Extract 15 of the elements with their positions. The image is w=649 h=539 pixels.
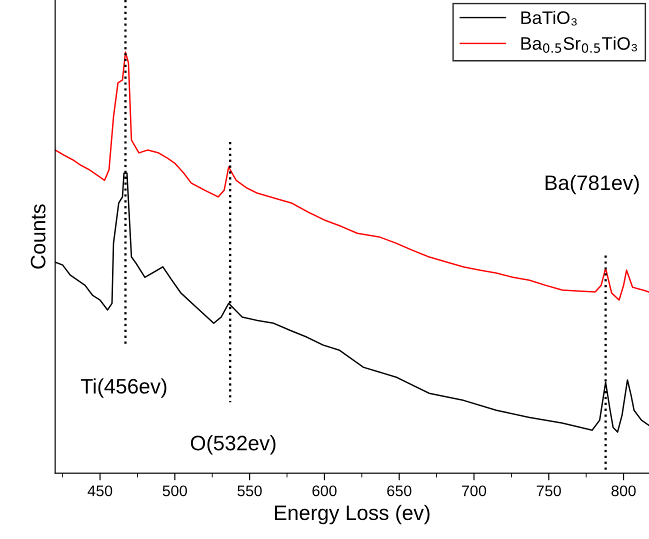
annotation: O(532ev) bbox=[190, 435, 276, 455]
x-tick-label: 750 bbox=[536, 485, 561, 496]
annotation: Ti(456ev) bbox=[80, 378, 166, 398]
x-tick-label: 550 bbox=[237, 485, 262, 496]
x-tick-label: 700 bbox=[462, 485, 486, 496]
legend-label: Ba$_{0.5}$Sr$_{0.5}$TiO₃ bbox=[521, 36, 637, 53]
x-tick-label: 450 bbox=[88, 485, 112, 496]
y-axis-title: Counts bbox=[30, 204, 46, 269]
legend-label: BaTiO₃ bbox=[521, 10, 577, 26]
x-tick-label: 650 bbox=[387, 485, 412, 496]
x-axis-title: Energy Loss (ev) bbox=[275, 504, 430, 524]
x-tick-label: 600 bbox=[312, 485, 337, 496]
annotation: Ba(781ev) bbox=[546, 174, 639, 194]
x-tick-label: 800 bbox=[611, 485, 636, 496]
x-tick-label: 500 bbox=[162, 485, 187, 496]
